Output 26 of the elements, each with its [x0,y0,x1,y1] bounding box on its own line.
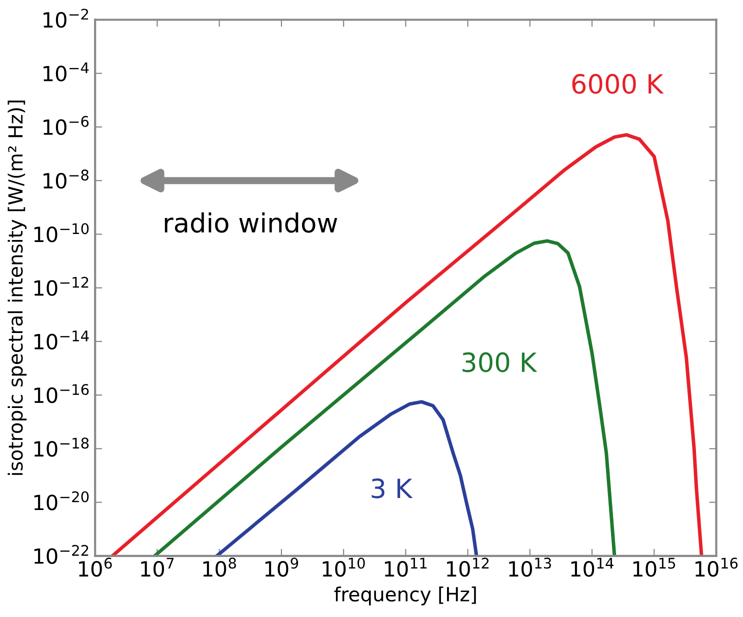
y-tick-label: 10$^{−20}$ [34,491,89,510]
x-tick-label: 10$^{13}$ [509,558,551,577]
series-label: 6000 K [572,74,664,94]
y-tick-label: 10$^{−14}$ [34,330,89,350]
x-tick-label: 10$^{7}$ [141,558,174,577]
x-axis-title: frequency [Hz] [334,586,476,606]
y-tick-label: 10$^{−16}$ [34,384,89,404]
y-tick-label: 10$^{−10}$ [34,223,89,242]
y-tick-label: 10$^{−2}$ [44,8,88,28]
x-tick-label: 10$^{11}$ [384,558,427,577]
annotation: radio window [164,212,338,233]
x-tick-label: 10$^{14}$ [571,558,614,577]
y-axis-title: isotropic spectral intensity [W/(m² Hz)] [8,100,27,475]
y-tick-label: 10$^{−4}$ [44,62,89,82]
x-tick-label: 10$^{8}$ [203,558,236,577]
x-tick-label: 10$^{10}$ [322,558,365,577]
x-tick-label: 10$^{12}$ [447,558,489,577]
x-tick-label: 10$^{15}$ [633,558,676,577]
y-tick-label: 10$^{−12}$ [34,276,88,296]
x-tick-label: 10$^{16}$ [696,558,738,577]
y-tick-label: 10$^{−8}$ [44,170,88,189]
series-label: 3 K [372,478,413,498]
x-tick-label: 10$^{9}$ [265,558,298,577]
y-tick-label: 10$^{−18}$ [34,438,89,457]
series-label: 300 K [462,352,538,372]
y-tick-label: 10$^{−6}$ [44,116,89,136]
